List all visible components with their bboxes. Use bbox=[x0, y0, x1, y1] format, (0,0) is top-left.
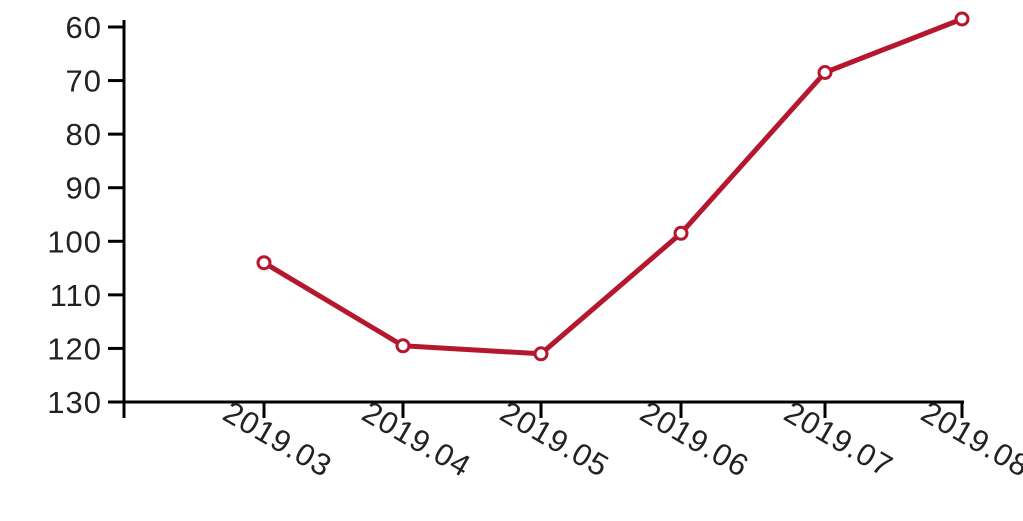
y-tick-label: 90 bbox=[66, 171, 102, 206]
y-tick-label: 110 bbox=[50, 278, 102, 313]
y-tick-label: 70 bbox=[66, 64, 102, 99]
y-axis: 60 70 80 90 100 110 120 130 bbox=[47, 10, 126, 420]
y-tick-label: 130 bbox=[47, 385, 102, 420]
x-tick-label: 2019.06 bbox=[634, 394, 755, 484]
data-point bbox=[533, 346, 549, 362]
data-point bbox=[817, 65, 833, 80]
x-tick-label: 2019.03 bbox=[217, 394, 338, 484]
x-tick-label: 2019.04 bbox=[356, 394, 477, 484]
data-point bbox=[256, 255, 272, 271]
y-tick-label: 60 bbox=[66, 10, 102, 45]
x-tick-label: 2019.08 bbox=[915, 394, 1023, 484]
data-point bbox=[395, 338, 411, 354]
x-tick-label: 2019.05 bbox=[494, 394, 615, 484]
series bbox=[256, 11, 970, 362]
y-tick-label: 120 bbox=[47, 331, 102, 366]
x-axis: 2019.03 2019.04 2019.05 2019.06 2019.07 2019.… bbox=[122, 394, 1023, 484]
y-tick-label: 80 bbox=[66, 117, 102, 152]
series-line bbox=[261, 16, 965, 357]
y-tick-label: 100 bbox=[47, 224, 102, 259]
x-tick-label: 2019.07 bbox=[778, 394, 899, 484]
data-point bbox=[954, 11, 970, 27]
data-point bbox=[673, 225, 689, 241]
